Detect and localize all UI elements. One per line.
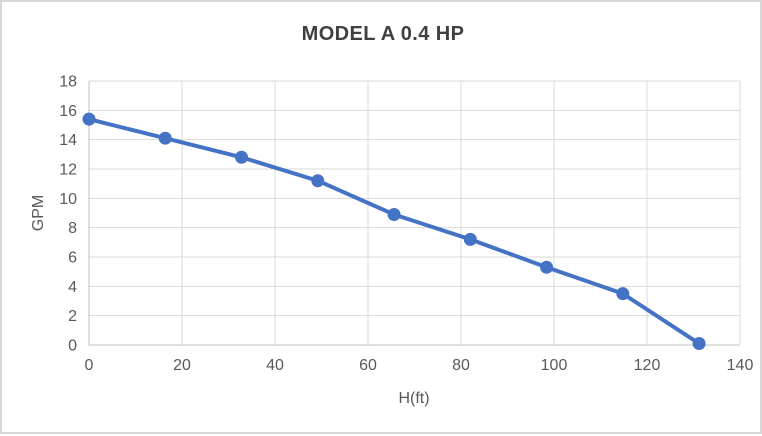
y-tick-label: 10 xyxy=(59,191,77,208)
x-tick-label: 40 xyxy=(266,357,284,374)
x-tick-label: 100 xyxy=(541,357,568,374)
data-point-marker xyxy=(692,337,706,351)
y-tick-label: 16 xyxy=(59,103,77,120)
data-point-marker xyxy=(387,207,401,221)
data-point-marker xyxy=(616,287,630,301)
y-tick-label: 0 xyxy=(68,338,77,355)
x-tick-label: 0 xyxy=(85,357,94,374)
y-tick-label: 8 xyxy=(68,220,77,237)
y-tick-label: 14 xyxy=(59,132,77,149)
x-tick-label: 140 xyxy=(727,357,754,374)
y-tick-label: 6 xyxy=(68,250,77,267)
data-point-marker xyxy=(235,150,249,164)
y-tick-label: 18 xyxy=(59,74,77,91)
y-tick-label: 12 xyxy=(59,162,77,179)
x-tick-label: 20 xyxy=(173,357,191,374)
data-point-marker xyxy=(158,131,172,145)
y-tick-label: 2 xyxy=(68,308,77,325)
series-line xyxy=(87,117,702,346)
x-axis-title: H(ft) xyxy=(398,390,430,407)
chart-title: MODEL A 0.4 HP xyxy=(301,23,465,45)
x-tick-label: 60 xyxy=(359,357,377,374)
data-point-marker xyxy=(82,112,96,126)
data-point-marker xyxy=(463,232,477,246)
x-tick-label: 120 xyxy=(634,357,661,374)
data-point-marker xyxy=(540,260,554,274)
y-tick-label: 4 xyxy=(68,279,77,296)
data-point-marker xyxy=(311,174,325,188)
x-tick-label: 80 xyxy=(452,357,470,374)
